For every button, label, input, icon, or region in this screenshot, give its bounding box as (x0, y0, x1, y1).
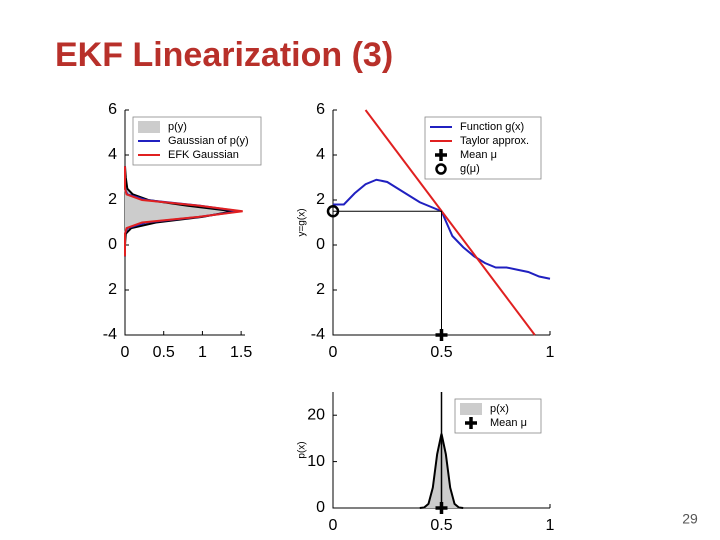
y-tick-label: 6 (108, 101, 117, 118)
legend-label: Mean μ (490, 417, 527, 429)
legend-label: g(μ) (460, 163, 480, 175)
page-number: 29 (682, 511, 698, 527)
y-tick-label: 0 (108, 236, 117, 253)
x-tick-label: 0 (329, 344, 338, 361)
legend-label: p(y) (168, 121, 187, 133)
y-tick-label: 4 (108, 146, 117, 163)
x-tick-label: 1 (546, 344, 555, 361)
legend-label: EFK Gaussian (168, 149, 239, 161)
mean-marker (435, 329, 448, 341)
g-mu-marker (326, 205, 340, 218)
y-tick-label: 20 (307, 406, 325, 423)
y-tick-label: 10 (307, 453, 325, 470)
y-tick-label: 0 (316, 499, 325, 516)
x-tick-label: 0 (121, 344, 130, 361)
series-line (124, 166, 243, 257)
y-axis-label: y=g(x) (297, 208, 308, 236)
x-tick-label: 1 (198, 344, 207, 361)
x-tick-label: 0 (329, 517, 338, 534)
slide-title: EKF Linearization (3) (55, 36, 393, 74)
legend-label: p(x) (490, 403, 509, 415)
legend-swatch (435, 149, 447, 161)
density-area (125, 166, 234, 257)
y-tick-label: 0 (316, 236, 325, 253)
y-tick-label: -4 (311, 326, 325, 343)
y-axis-label: p(x) (297, 441, 308, 458)
y-tick-label: 4 (316, 146, 325, 163)
y-tick-label: 2 (316, 191, 325, 208)
legend-label: Mean μ (460, 149, 497, 161)
y-tick-label: -4 (103, 326, 117, 343)
legend-swatch (435, 163, 447, 175)
x-tick-label: 1 (546, 517, 555, 534)
y-tick-label: 6 (316, 101, 325, 118)
series-line (364, 109, 536, 336)
y-tick-label: 2 (108, 281, 117, 298)
x-tick-label: 0.5 (153, 344, 175, 361)
x-tick-label: 1.5 (230, 344, 252, 361)
legend-label: Gaussian of p(y) (168, 135, 249, 147)
legend-label: Taylor approx. (460, 135, 529, 147)
legend-swatch (465, 417, 477, 429)
y-tick-label: 2 (108, 191, 117, 208)
x-tick-label: 0.5 (430, 517, 452, 534)
y-tick-label: 2 (316, 281, 325, 298)
legend-swatch (460, 403, 482, 415)
guide-line (333, 210, 442, 335)
legend-swatch (138, 121, 160, 133)
legend-label: Function g(x) (460, 121, 524, 133)
mean-marker (435, 502, 448, 514)
x-tick-label: 0.5 (430, 344, 452, 361)
